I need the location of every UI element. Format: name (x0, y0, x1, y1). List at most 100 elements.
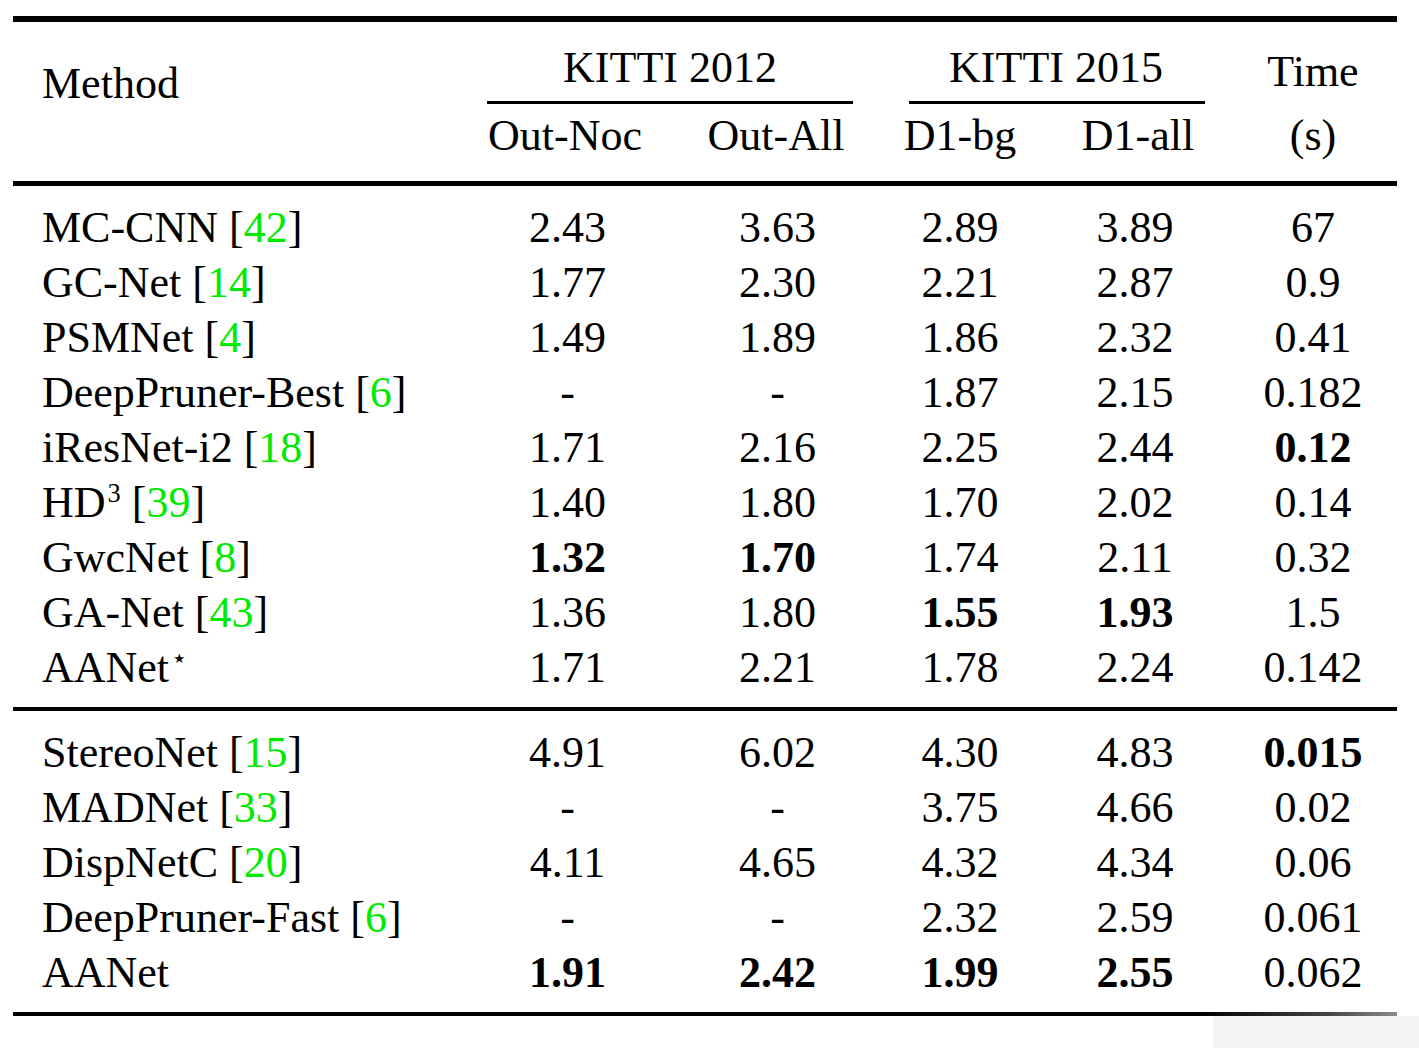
column-header-out-noc: Out-Noc (488, 114, 642, 158)
table-row: AANet1.912.421.992.550.062 (0, 945, 1419, 1000)
cell-d1-all: 2.11 (1020, 536, 1250, 580)
citation-link[interactable]: 33 (234, 783, 278, 832)
cell-out-all: 1.89 (655, 316, 900, 360)
table-row: GwcNet [8]1.321.701.742.110.32 (0, 530, 1419, 585)
cell-d1-bg: 1.70 (900, 481, 1020, 525)
cell-time: 0.062 (1250, 951, 1376, 995)
method-label: GC-Net (42, 258, 181, 307)
cell-d1-bg: 1.99 (900, 951, 1020, 995)
cell-time: 0.06 (1250, 841, 1376, 885)
table-row: MADNet [33]--3.754.660.02 (0, 780, 1419, 835)
cell-d1-bg: 1.78 (900, 646, 1020, 690)
cell-out-noc: 4.11 (480, 841, 655, 885)
cell-out-all: 1.80 (655, 591, 900, 635)
citation-link[interactable]: 14 (207, 258, 251, 307)
cell-out-noc: - (480, 896, 655, 940)
table-row: MC-CNN [42]2.433.632.893.8967 (0, 200, 1419, 255)
method-name: MADNet [33] (0, 786, 480, 830)
method-name: HD3 [39] (0, 481, 480, 525)
cell-out-noc: 1.36 (480, 591, 655, 635)
table-row: PSMNet [4]1.491.891.862.320.41 (0, 310, 1419, 365)
cell-out-noc: 1.77 (480, 261, 655, 305)
method-name: MC-CNN [42] (0, 206, 480, 250)
section-divider-rule (13, 707, 1397, 711)
column-header-out-all: Out-All (708, 114, 845, 158)
citation-link[interactable]: 15 (244, 728, 288, 777)
citation-link[interactable]: 43 (209, 588, 253, 637)
cell-time: 0.02 (1250, 786, 1376, 830)
cell-out-noc: 4.91 (480, 731, 655, 775)
cell-d1-bg: 4.30 (900, 731, 1020, 775)
method-label: MC-CNN (42, 203, 218, 252)
cell-out-all: 1.80 (655, 481, 900, 525)
method-name: iResNet-i2 [18] (0, 426, 480, 470)
cell-d1-all: 2.24 (1020, 646, 1250, 690)
cell-out-all: 3.63 (655, 206, 900, 250)
table-row: StereoNet [15]4.916.024.304.830.015 (0, 725, 1419, 780)
citation-link[interactable]: 39 (146, 478, 190, 527)
citation-link[interactable]: 6 (370, 368, 392, 417)
method-superscript: 3 (108, 478, 121, 508)
table-row: DeepPruner-Fast [6]--2.322.590.061 (0, 890, 1419, 945)
method-label: iResNet-i2 (42, 423, 233, 472)
method-label: GwcNet (42, 533, 189, 582)
method-name: DispNetC [20] (0, 841, 480, 885)
cell-out-all: 2.16 (655, 426, 900, 470)
cell-d1-all: 2.55 (1020, 951, 1250, 995)
table-row: DeepPruner-Best [6]--1.872.150.182 (0, 365, 1419, 420)
results-table: Method KITTI 2012 KITTI 2015 Time (s) Ou… (0, 0, 1419, 1048)
method-name: GA-Net [43] (0, 591, 480, 635)
cell-time: 0.061 (1250, 896, 1376, 940)
cell-d1-all: 4.83 (1020, 731, 1250, 775)
citation-link[interactable]: 20 (244, 838, 288, 887)
citation-link[interactable]: 6 (365, 893, 387, 942)
cell-d1-all: 2.02 (1020, 481, 1250, 525)
method-name: DeepPruner-Best [6] (0, 371, 480, 415)
method-label: DispNetC (42, 838, 218, 887)
method-name: GC-Net [14] (0, 261, 480, 305)
method-label: DeepPruner-Fast (42, 893, 339, 942)
cell-time: 0.015 (1250, 731, 1376, 775)
cell-d1-all: 4.34 (1020, 841, 1250, 885)
citation-link[interactable]: 42 (244, 203, 288, 252)
cell-out-all: 2.21 (655, 646, 900, 690)
cell-out-noc: - (480, 371, 655, 415)
citation-link[interactable]: 18 (258, 423, 302, 472)
cell-d1-all: 2.32 (1020, 316, 1250, 360)
cell-out-noc: 1.32 (480, 536, 655, 580)
method-label: MADNet (42, 783, 208, 832)
cell-time: 0.41 (1250, 316, 1376, 360)
cell-out-noc: 1.40 (480, 481, 655, 525)
table-section-fast: StereoNet [15]4.916.024.304.830.015MADNe… (0, 725, 1419, 1000)
cell-out-all: - (655, 896, 900, 940)
cell-d1-bg: 1.87 (900, 371, 1020, 415)
citation-link[interactable]: 8 (214, 533, 236, 582)
table-row: GA-Net [43]1.361.801.551.931.5 (0, 585, 1419, 640)
cell-out-noc: 1.91 (480, 951, 655, 995)
column-header-d1-all: D1-all (1082, 114, 1194, 158)
table-row: iResNet-i2 [18]1.712.162.252.440.12 (0, 420, 1419, 475)
table-row: DispNetC [20]4.114.654.324.340.06 (0, 835, 1419, 890)
method-label: DeepPruner-Best (42, 368, 344, 417)
cell-out-noc: - (480, 786, 655, 830)
method-label: GA-Net (42, 588, 184, 637)
method-name: PSMNet [4] (0, 316, 480, 360)
method-label: StereoNet (42, 728, 218, 777)
method-name: AANet⋆ (0, 646, 480, 690)
cell-out-noc: 1.49 (480, 316, 655, 360)
table-row: GC-Net [14]1.772.302.212.870.9 (0, 255, 1419, 310)
table-bottom-rule (13, 1012, 1397, 1016)
cell-out-noc: 1.71 (480, 426, 655, 470)
method-label: HD (42, 478, 106, 527)
cell-d1-bg: 1.55 (900, 591, 1020, 635)
cell-time: 0.14 (1250, 481, 1376, 525)
group-header-kitti2015: KITTI 2015 (949, 46, 1163, 90)
table-top-rule (13, 16, 1397, 22)
method-label: AANet (42, 948, 169, 997)
cell-out-noc: 1.71 (480, 646, 655, 690)
cell-d1-all: 2.44 (1020, 426, 1250, 470)
cell-time: 0.9 (1250, 261, 1376, 305)
method-label: PSMNet (42, 313, 194, 362)
cell-d1-bg: 4.32 (900, 841, 1020, 885)
citation-link[interactable]: 4 (219, 313, 241, 362)
